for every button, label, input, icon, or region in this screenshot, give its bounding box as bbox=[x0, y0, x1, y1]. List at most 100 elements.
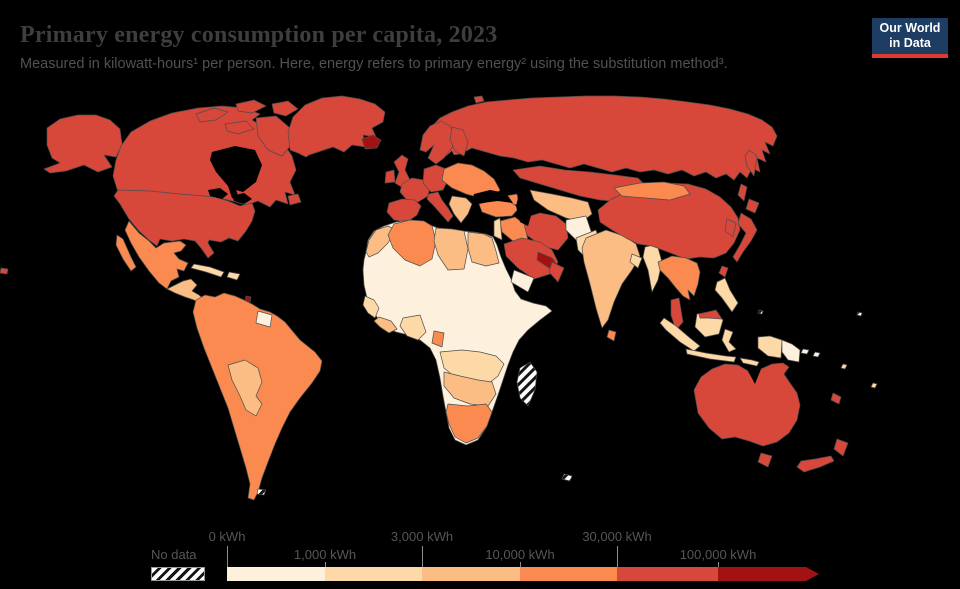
legend-tick-label-10000: 10,000 kWh bbox=[485, 547, 555, 562]
region-fiji[interactable] bbox=[870, 382, 878, 389]
caspian-sea bbox=[516, 194, 532, 226]
legend-no-data-swatch[interactable] bbox=[151, 567, 205, 581]
region-arctic-islands[interactable] bbox=[271, 100, 299, 117]
baltic-sea bbox=[444, 151, 457, 167]
region-korea[interactable] bbox=[724, 218, 737, 238]
region-balkans[interactable] bbox=[448, 195, 473, 224]
region-canada-newfoundland[interactable] bbox=[287, 193, 302, 206]
region-ghana-ivory-coast[interactable] bbox=[373, 316, 398, 334]
region-sri-lanka[interactable] bbox=[606, 329, 617, 342]
region-vanuatu[interactable] bbox=[840, 363, 848, 370]
region-nigeria[interactable] bbox=[399, 314, 427, 341]
region-bolivia-paraguay[interactable] bbox=[227, 359, 263, 417]
region-finland[interactable] bbox=[449, 126, 469, 157]
region-alaska[interactable] bbox=[43, 114, 123, 174]
legend-bin-0[interactable] bbox=[227, 567, 325, 581]
region-australia[interactable] bbox=[693, 362, 801, 447]
region-sulawesi[interactable] bbox=[721, 328, 737, 353]
legend-no-data-label: No data bbox=[151, 547, 197, 562]
region-suriname-guyana[interactable] bbox=[255, 310, 273, 328]
region-russia-kamchatka[interactable] bbox=[744, 149, 758, 177]
region-central-america[interactable] bbox=[166, 278, 207, 307]
region-russia[interactable] bbox=[429, 95, 778, 181]
region-arctic-islands[interactable] bbox=[224, 120, 255, 135]
region-scandinavia[interactable] bbox=[419, 120, 456, 165]
region-arctic-islands[interactable] bbox=[195, 107, 229, 123]
region-italy[interactable] bbox=[426, 191, 454, 223]
region-japan-hokkaido[interactable] bbox=[745, 198, 760, 214]
owid-logo-accent-bar bbox=[872, 54, 948, 58]
region-hawaii[interactable] bbox=[0, 267, 9, 275]
region-levant[interactable] bbox=[493, 217, 503, 241]
region-central-europe[interactable] bbox=[422, 164, 449, 193]
region-oman[interactable] bbox=[548, 261, 565, 283]
region-indochina[interactable] bbox=[657, 255, 701, 301]
region-yemen[interactable] bbox=[510, 269, 535, 293]
owid-logo-line1: Our World bbox=[879, 21, 941, 35]
legend-bin-3[interactable] bbox=[520, 567, 617, 581]
region-kerguelen[interactable] bbox=[561, 473, 573, 482]
region-new-caledonia[interactable] bbox=[830, 392, 842, 405]
region-java[interactable] bbox=[685, 348, 737, 363]
region-ireland[interactable] bbox=[384, 169, 396, 184]
region-iceland[interactable] bbox=[361, 134, 382, 150]
legend-bin-2[interactable] bbox=[422, 567, 520, 581]
region-solomon-islands[interactable] bbox=[800, 348, 810, 355]
hudson-bay bbox=[210, 146, 262, 200]
great-lakes bbox=[208, 188, 228, 199]
region-united-states[interactable] bbox=[113, 189, 256, 259]
region-south-america[interactable] bbox=[192, 292, 323, 501]
chart-subtitle: Measured in kilowatt-hours¹ per person. … bbox=[20, 56, 728, 72]
page-title: Primary energy consumption per capita, 2… bbox=[20, 22, 498, 48]
region-taiwan[interactable] bbox=[718, 265, 729, 278]
region-tasmania[interactable] bbox=[757, 452, 773, 468]
region-malaysia-borneo[interactable] bbox=[698, 309, 723, 320]
region-senegal-guinea[interactable] bbox=[362, 295, 380, 319]
region-mexico[interactable] bbox=[124, 220, 189, 290]
region-falkland-islands[interactable] bbox=[256, 488, 267, 496]
region-namibia-botswana-zimbabwe[interactable] bbox=[443, 371, 497, 407]
legend-tick bbox=[422, 546, 423, 580]
legend-bin-4[interactable] bbox=[617, 567, 718, 581]
region-pacific-island[interactable] bbox=[757, 309, 764, 315]
region-iberia[interactable] bbox=[386, 198, 422, 223]
legend-bin-1[interactable] bbox=[325, 567, 422, 581]
region-algeria[interactable] bbox=[387, 219, 437, 267]
region-philippines[interactable] bbox=[714, 277, 739, 313]
owid-logo[interactable]: Our World in Data bbox=[872, 18, 948, 58]
region-new-zealand-north[interactable] bbox=[833, 438, 849, 457]
region-new-zealand-south[interactable] bbox=[796, 455, 835, 473]
region-south-africa[interactable] bbox=[445, 403, 493, 444]
region-malay-peninsula[interactable] bbox=[670, 297, 684, 331]
region-gabon[interactable] bbox=[431, 330, 445, 348]
owid-logo-box: Our World in Data bbox=[872, 18, 948, 54]
region-hispaniola[interactable] bbox=[226, 271, 241, 281]
region-arctic-islands-baffin[interactable] bbox=[255, 115, 293, 157]
region-pacific-island[interactable] bbox=[856, 311, 863, 317]
region-cuba[interactable] bbox=[190, 263, 225, 278]
region-greenland[interactable] bbox=[287, 95, 386, 158]
region-japan[interactable] bbox=[732, 212, 758, 263]
region-madagascar[interactable] bbox=[516, 361, 538, 407]
legend-bin-5[interactable] bbox=[718, 567, 806, 581]
region-libya[interactable] bbox=[433, 227, 469, 271]
region-west-papua[interactable] bbox=[757, 335, 783, 359]
region-arctic-islands[interactable] bbox=[235, 99, 267, 114]
region-egypt[interactable] bbox=[467, 231, 500, 267]
region-lesser-sunda[interactable] bbox=[739, 357, 760, 367]
legend-tick-label-100000: 100,000 kWh bbox=[679, 547, 757, 562]
region-india[interactable] bbox=[581, 229, 641, 329]
region-mexico-baja[interactable] bbox=[115, 234, 137, 272]
region-svalbard[interactable] bbox=[473, 95, 485, 104]
region-trinidad[interactable] bbox=[244, 295, 252, 303]
region-russia-sakhalin[interactable] bbox=[737, 183, 748, 202]
region-mongolia[interactable] bbox=[613, 181, 691, 201]
region-solomon-islands[interactable] bbox=[812, 351, 821, 358]
legend-tick bbox=[227, 546, 228, 580]
legend-colorbar bbox=[227, 567, 806, 581]
region-bangladesh[interactable] bbox=[629, 253, 643, 269]
region-papua-new-guinea[interactable] bbox=[781, 339, 801, 363]
legend-tick bbox=[617, 546, 618, 580]
